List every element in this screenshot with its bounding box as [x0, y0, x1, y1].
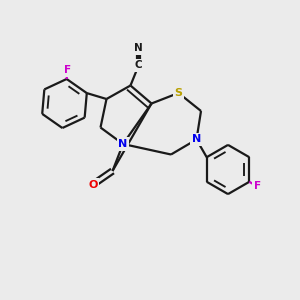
Text: N: N [192, 134, 201, 145]
Text: C: C [135, 60, 142, 70]
Text: S: S [175, 88, 182, 98]
Text: F: F [254, 181, 261, 191]
Text: N: N [118, 139, 127, 149]
Text: O: O [88, 179, 98, 190]
Text: N: N [134, 43, 143, 53]
Text: F: F [64, 65, 71, 75]
